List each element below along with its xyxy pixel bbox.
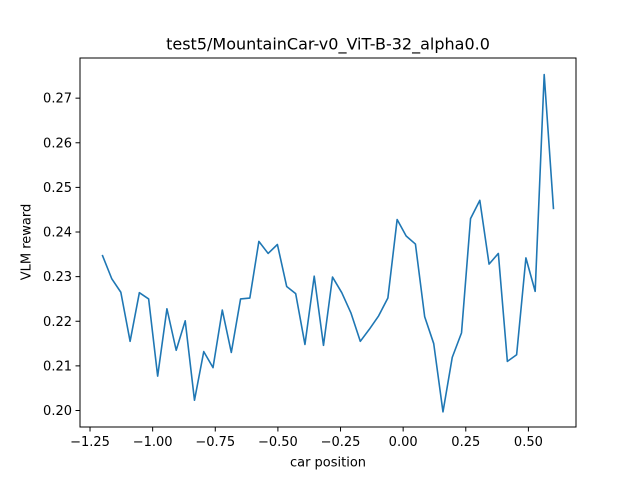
y-tick-label: 0.20: [43, 404, 72, 419]
x-tick-label: 0.25: [451, 435, 480, 450]
x-tick-label: −0.50: [258, 435, 298, 450]
x-axis-label: car position: [290, 456, 366, 471]
y-tick-label: 0.22: [43, 315, 72, 330]
plot-frame: [79, 57, 577, 428]
y-tick-label: 0.23: [43, 270, 72, 285]
y-tick-label: 0.25: [43, 181, 72, 196]
y-axis-label: VLM reward: [20, 204, 35, 281]
y-tick-label: 0.27: [43, 92, 72, 107]
x-tick-label: −1.00: [133, 435, 173, 450]
x-tick-label: −0.75: [195, 435, 235, 450]
chart-title: test5/MountainCar-v0_ViT-B-32_alpha0.0: [166, 35, 490, 55]
x-tick-label: −0.25: [321, 435, 361, 450]
x-tick-label: 0.50: [514, 435, 543, 450]
y-tick-label: 0.26: [43, 136, 72, 151]
x-tick-label: 0.00: [389, 435, 418, 450]
series-line-0: [101, 73, 555, 413]
y-tick-label: 0.21: [43, 359, 72, 374]
y-tick-label: 0.24: [43, 226, 72, 241]
x-tick-label: −1.25: [70, 435, 110, 450]
